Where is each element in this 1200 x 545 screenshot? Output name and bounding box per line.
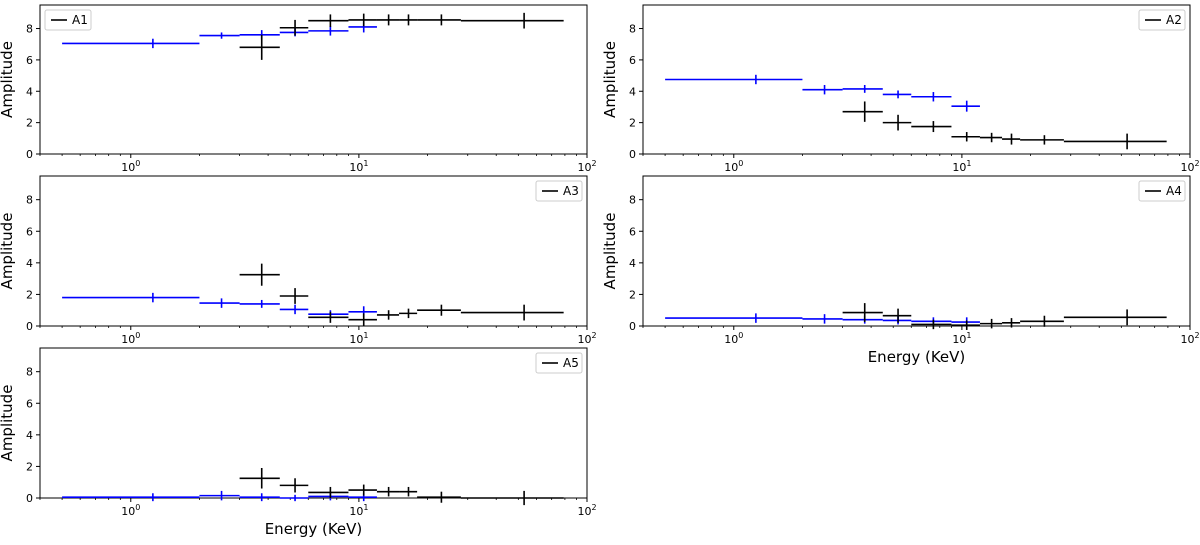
x-tick-label: 102: [577, 503, 596, 518]
y-tick-label: 4: [26, 85, 33, 98]
y-tick-label: 2: [26, 117, 33, 130]
series-black: [842, 101, 1167, 150]
axes-frame: [39, 175, 588, 327]
x-tick-label: 101: [952, 331, 971, 346]
y-tick-label: 2: [26, 460, 33, 473]
y-tick-label: 2: [629, 117, 636, 130]
panel-a5: 0 2 4 6 8 100 101 102 Amplitude Energy (KeV) A5: [0, 347, 597, 538]
y-tick-label: 4: [629, 257, 636, 270]
series-blue: [665, 74, 980, 112]
y-tick-label: 2: [629, 288, 636, 301]
x-tick-label: 100: [121, 503, 140, 518]
y-tick-label: 6: [629, 54, 636, 67]
series-black: [842, 303, 1167, 330]
y-tick-label: 6: [629, 225, 636, 238]
x-tick-label: 102: [577, 331, 596, 346]
y-tick-label: 4: [26, 257, 33, 270]
y-tick-label: 4: [26, 429, 33, 442]
y-axis-label: Amplitude: [0, 385, 16, 462]
legend-label: A1: [72, 13, 88, 27]
axes-frame: [642, 4, 1191, 155]
legend: A1: [44, 9, 92, 31]
panel-a1: 0 2 4 6 8 100 101 102 Amplitude A1: [0, 4, 597, 174]
legend: A4: [1138, 180, 1186, 202]
y-axis-label: Amplitude: [601, 213, 619, 290]
y-tick-label: 8: [629, 23, 636, 36]
y-tick-label: 0: [26, 320, 33, 333]
panel-a3: 0 2 4 6 8 100 101 102 Amplitude A3: [0, 175, 597, 346]
x-tick-label: 101: [349, 503, 368, 518]
x-tick-label: 102: [1180, 331, 1199, 346]
y-tick-label: 0: [26, 148, 33, 161]
axes-frame: [39, 347, 588, 499]
legend-box: [535, 352, 583, 374]
x-tick-label: 101: [349, 331, 368, 346]
x-axis-label: Energy (KeV): [868, 348, 966, 366]
series-black: [239, 12, 564, 60]
x-axis-label: Energy (KeV): [265, 520, 363, 538]
legend-box: [44, 9, 92, 31]
y-tick-label: 8: [26, 366, 33, 379]
y-tick-label: 6: [26, 54, 33, 67]
x-tick-label: 100: [724, 159, 743, 174]
series-blue: [62, 292, 377, 319]
legend-box: [535, 180, 583, 202]
y-tick-label: 8: [629, 194, 636, 207]
x-tick-label: 102: [1180, 159, 1199, 174]
x-tick-label: 102: [577, 159, 596, 174]
legend-box: [1138, 9, 1186, 31]
axes-frame: [39, 4, 588, 155]
y-tick-label: 0: [629, 148, 636, 161]
y-axis-label: Amplitude: [0, 41, 16, 118]
y-tick-label: 0: [629, 320, 636, 333]
x-tick-label: 100: [121, 331, 140, 346]
legend: A2: [1138, 9, 1186, 31]
panel-a4: 0 2 4 6 8 100 101 102 Amplitude Energy (KeV) A4: [601, 175, 1200, 366]
legend-label: A2: [1166, 13, 1182, 27]
y-tick-label: 2: [26, 288, 33, 301]
series-black: [239, 468, 564, 506]
y-tick-label: 4: [629, 85, 636, 98]
y-tick-label: 8: [26, 23, 33, 36]
y-tick-label: 0: [26, 492, 33, 505]
axes-frame: [642, 175, 1191, 327]
legend: A5: [535, 352, 583, 374]
x-tick-label: 100: [121, 159, 140, 174]
panel-a2: 0 2 4 6 8 100 101 102 Amplitude A2: [601, 4, 1200, 174]
series-black: [239, 263, 564, 326]
y-tick-label: 6: [26, 397, 33, 410]
x-tick-label: 100: [724, 331, 743, 346]
y-axis-label: Amplitude: [0, 213, 16, 290]
legend-label: A4: [1166, 184, 1182, 198]
x-tick-label: 101: [349, 159, 368, 174]
y-tick-label: 8: [26, 194, 33, 207]
y-tick-label: 6: [26, 225, 33, 238]
legend: A3: [535, 180, 583, 202]
legend-box: [1138, 180, 1186, 202]
legend-label: A5: [563, 356, 579, 370]
y-axis-label: Amplitude: [601, 41, 619, 118]
legend-label: A3: [563, 184, 579, 198]
x-tick-label: 101: [952, 159, 971, 174]
